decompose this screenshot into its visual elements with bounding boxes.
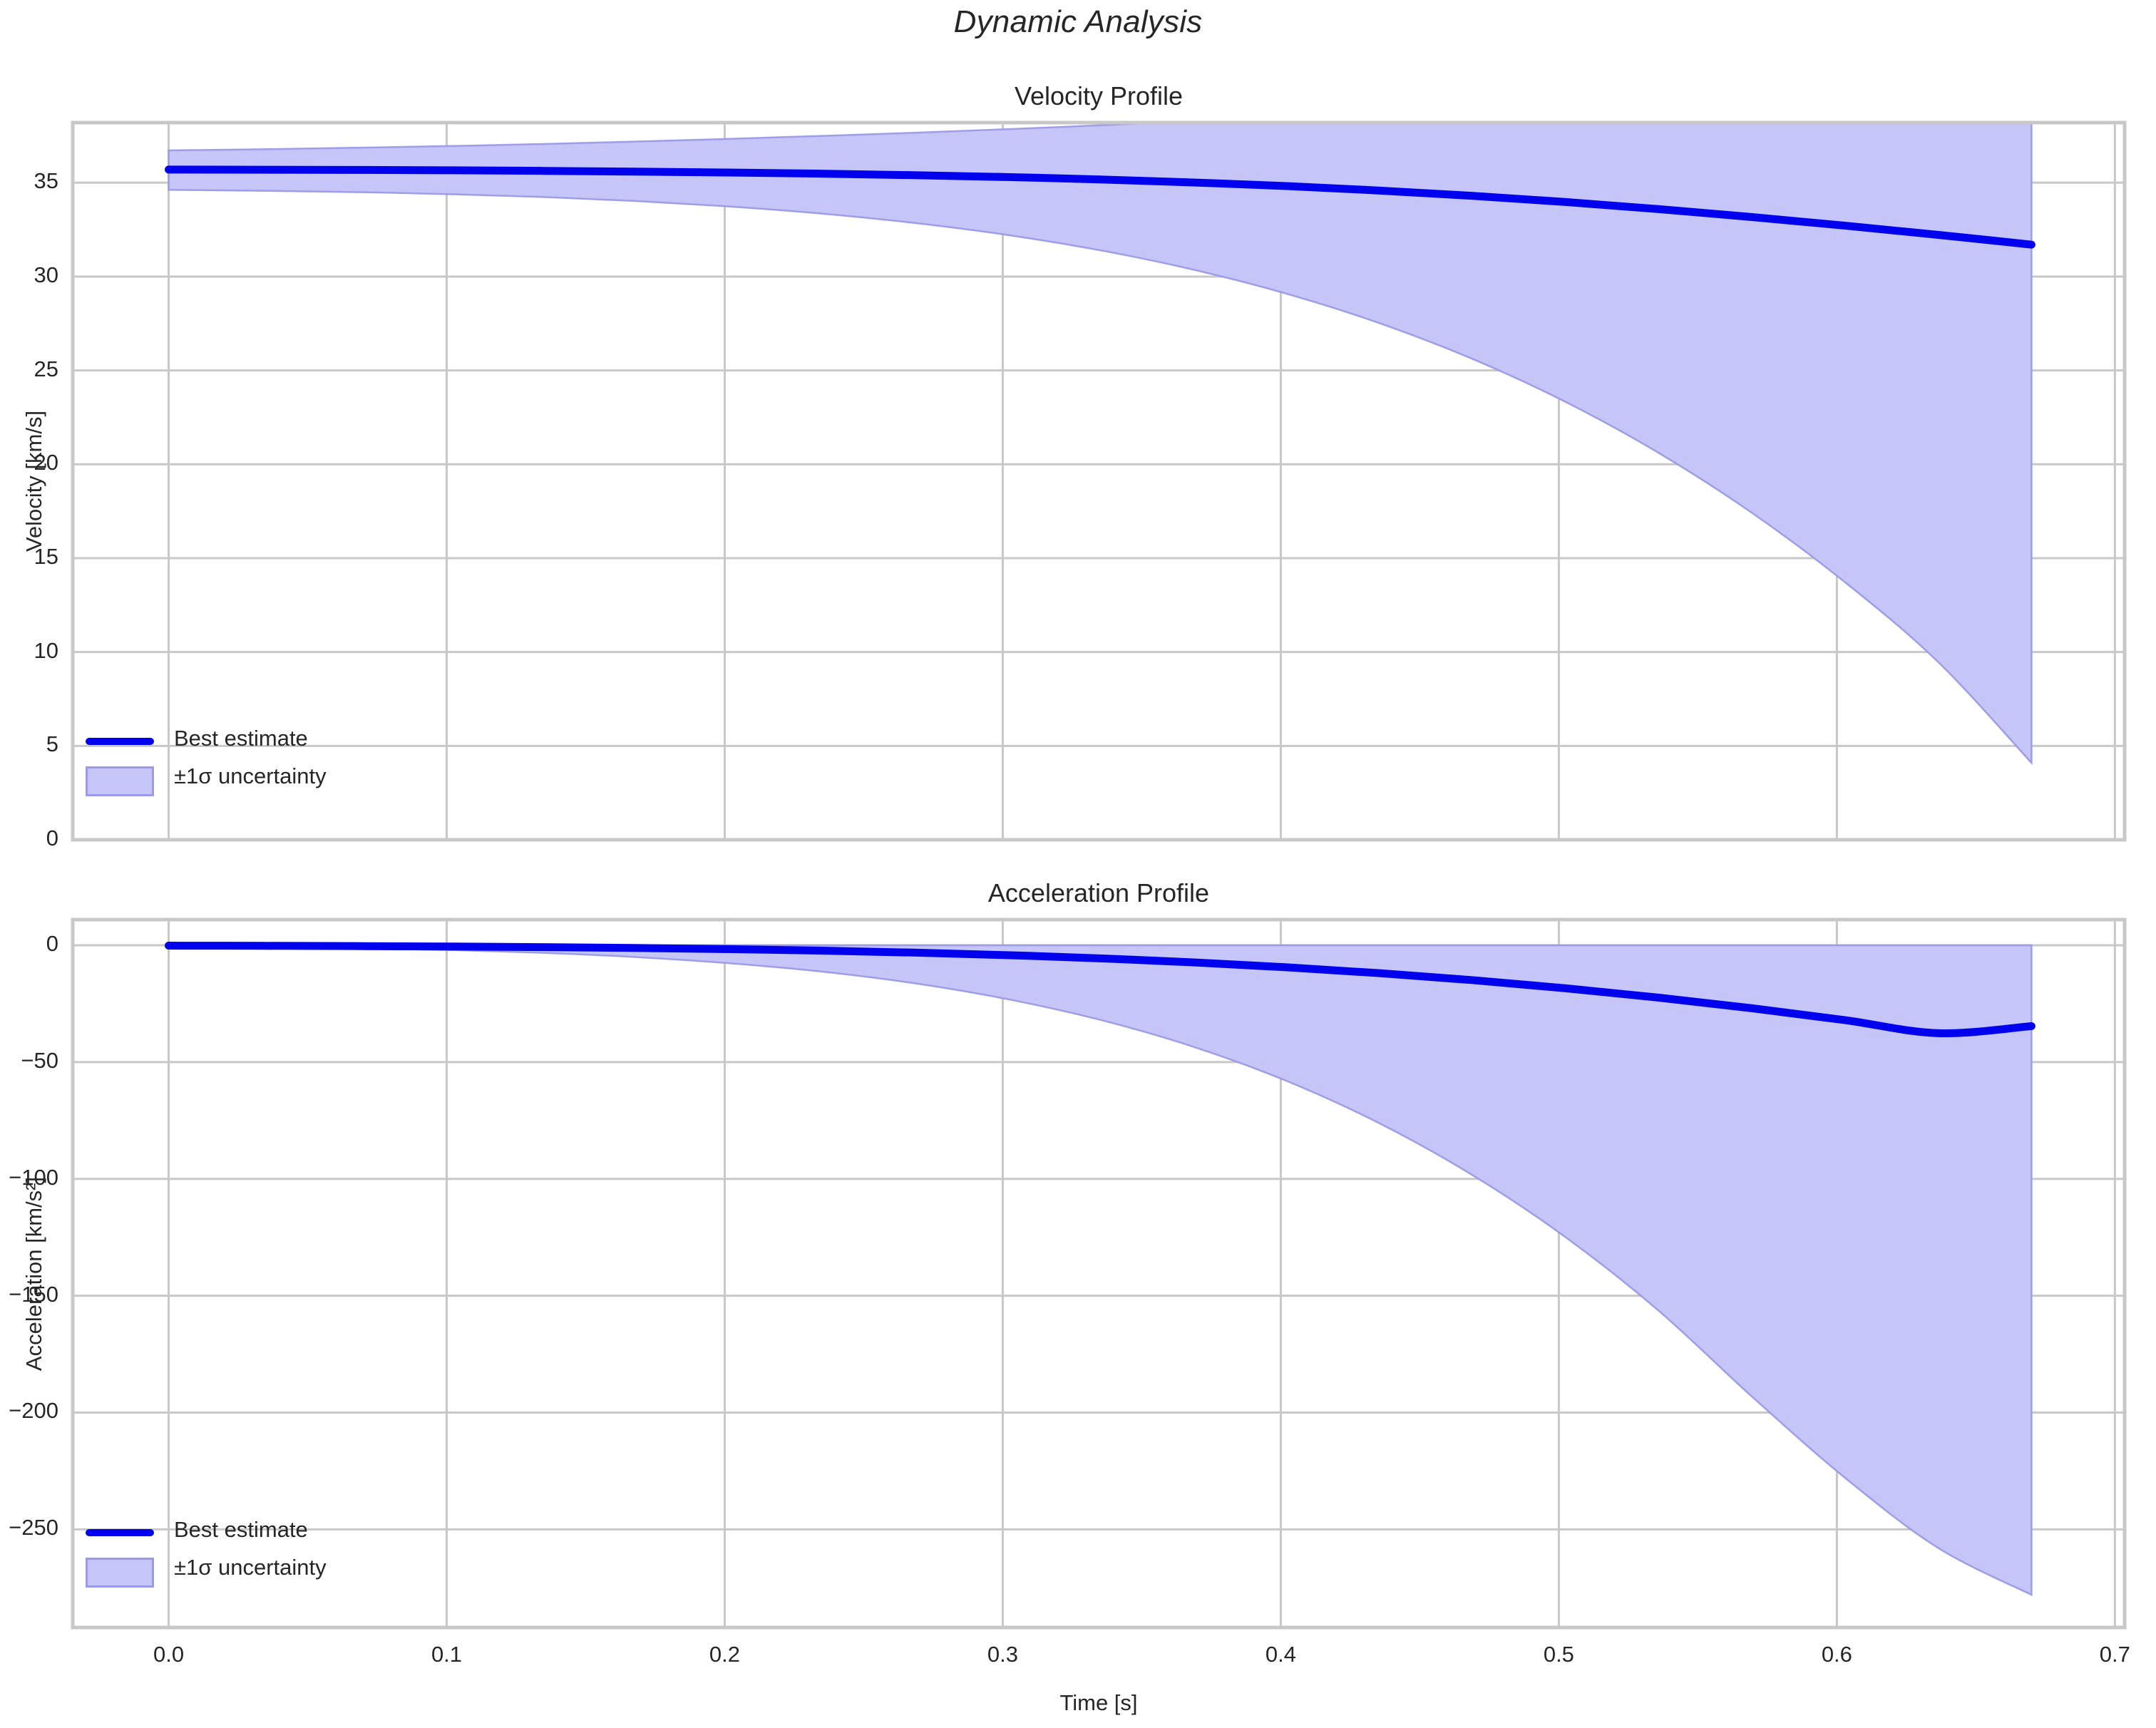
- y-tick-label: 25: [34, 356, 58, 381]
- x-axis-label: Time [s]: [1059, 1690, 1138, 1715]
- best-estimate-line: [165, 942, 2036, 1037]
- y-axis-label-velocity: Velocity [km/s]: [21, 410, 46, 552]
- x-tick-label: 0.7: [2099, 1642, 2130, 1667]
- best-estimate-group: [165, 942, 2036, 1037]
- y-tick-label: 30: [34, 262, 58, 287]
- figure-suptitle: Dynamic Analysis: [953, 4, 1203, 39]
- x-tick-label: 0.4: [1265, 1642, 1296, 1667]
- uncertainty-band: [168, 123, 2033, 766]
- legend-label-uncertainty-velocity: ±1σ uncertainty: [174, 763, 327, 788]
- y-tick-label: 5: [46, 731, 58, 757]
- axes-frame: [71, 917, 2127, 1630]
- y-tick-label: 15: [34, 543, 58, 569]
- y-axis-label-acceleration: Acceleration [km/s²]: [21, 1176, 46, 1371]
- legend-band-swatch-velocity: [86, 766, 154, 796]
- y-tick-label: −100: [9, 1164, 58, 1190]
- acceleration-plot-area: [71, 917, 2127, 1630]
- x-tick-label: 0.6: [1821, 1642, 1852, 1667]
- y-tick-label: 0: [46, 931, 58, 957]
- x-tick-label: 0.0: [153, 1642, 185, 1667]
- legend-band-swatch-acceleration: [86, 1558, 154, 1588]
- axes-title-velocity: Velocity Profile: [1014, 81, 1184, 110]
- y-tick-label: 20: [34, 450, 58, 475]
- y-tick-label: −150: [9, 1281, 58, 1307]
- uncertainty-band: [168, 944, 2033, 1597]
- y-tick-label: −200: [9, 1398, 58, 1424]
- legend-label-uncertainty-acceleration: ±1σ uncertainty: [174, 1555, 327, 1580]
- axes-title-acceleration: Acceleration Profile: [987, 878, 1210, 907]
- axes-spines: [71, 917, 2127, 1630]
- best-estimate-line: [165, 165, 2036, 249]
- y-tick-label: 0: [46, 826, 58, 850]
- uncertainty-band-group: [168, 944, 2033, 1597]
- best-estimate-group: [165, 165, 2036, 249]
- legend-label-best-estimate-velocity: Best estimate: [174, 726, 308, 751]
- x-tick-label: 0.1: [431, 1642, 463, 1667]
- axes-spines: [71, 120, 2127, 842]
- legend-line-swatch-velocity: [86, 738, 154, 745]
- legend-line-swatch-acceleration: [86, 1529, 154, 1536]
- y-tick-label: 35: [34, 168, 58, 194]
- x-tick-label: 0.3: [987, 1642, 1018, 1667]
- velocity-plot-area: [71, 120, 2127, 842]
- uncertainty-band-group: [168, 123, 2033, 766]
- y-tick-label: 10: [34, 637, 58, 663]
- x-tick-label: 0.2: [709, 1642, 741, 1667]
- x-tick-label: 0.5: [1543, 1642, 1574, 1667]
- y-tick-label: −50: [21, 1047, 58, 1073]
- legend-label-best-estimate-acceleration: Best estimate: [174, 1517, 308, 1542]
- axes-frame: [71, 120, 2127, 842]
- y-tick-label: −250: [9, 1515, 58, 1541]
